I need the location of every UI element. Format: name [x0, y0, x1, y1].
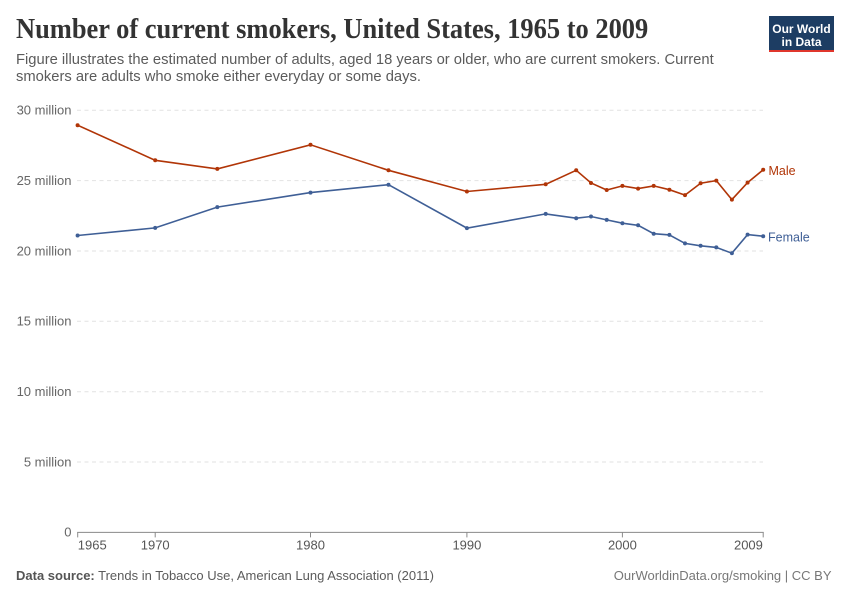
svg-text:30 million: 30 million — [17, 103, 72, 118]
svg-text:20 million: 20 million — [17, 243, 72, 258]
svg-text:25 million: 25 million — [17, 173, 72, 188]
svg-text:1990: 1990 — [452, 538, 481, 553]
svg-text:10 million: 10 million — [17, 384, 72, 399]
svg-text:5 million: 5 million — [24, 454, 72, 469]
svg-text:15 million: 15 million — [17, 314, 72, 329]
svg-text:2000: 2000 — [608, 538, 637, 553]
svg-text:Male: Male — [769, 164, 796, 178]
svg-text:1980: 1980 — [296, 538, 325, 553]
svg-text:0: 0 — [64, 525, 71, 540]
svg-text:Female: Female — [768, 231, 810, 245]
svg-text:1965: 1965 — [78, 538, 107, 553]
svg-text:1970: 1970 — [141, 538, 170, 553]
svg-text:2009: 2009 — [734, 538, 763, 553]
